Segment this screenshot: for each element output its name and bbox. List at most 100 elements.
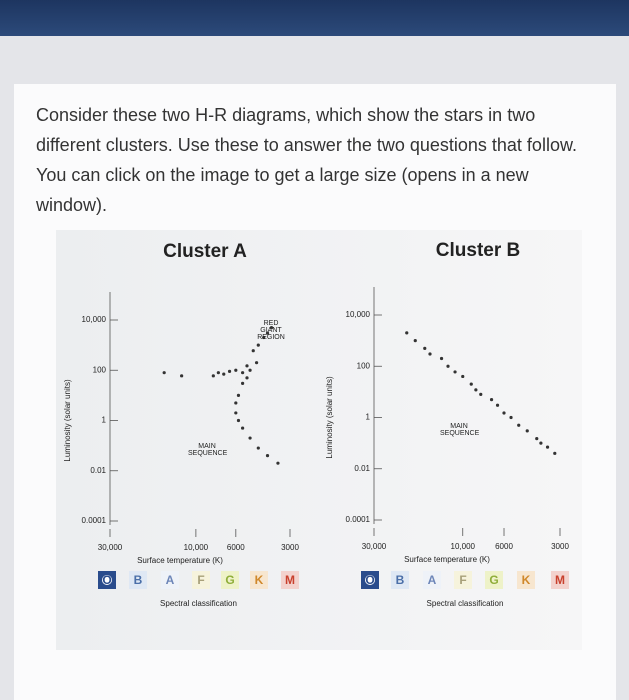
star bbox=[489, 397, 494, 402]
star bbox=[256, 343, 260, 347]
spectral-class: F bbox=[197, 573, 204, 587]
x-tick-label: 10,000 bbox=[451, 542, 476, 551]
spectral-class: M bbox=[555, 573, 565, 587]
star bbox=[265, 331, 270, 335]
spectral-box bbox=[221, 571, 239, 589]
star bbox=[539, 441, 543, 445]
star bbox=[269, 325, 274, 330]
y-tick-label: 1 bbox=[102, 416, 107, 425]
y-axis-label: Luminosity (solar units) bbox=[63, 379, 72, 462]
spectral-class: A bbox=[428, 573, 437, 587]
star bbox=[474, 388, 478, 392]
star bbox=[234, 401, 238, 405]
y-tick-label: 1 bbox=[366, 413, 371, 422]
y-tick-label: 0.0001 bbox=[82, 516, 107, 525]
star bbox=[245, 376, 249, 380]
spectral-box bbox=[551, 571, 569, 589]
chart-title: Cluster A bbox=[163, 241, 247, 262]
spectral-dot bbox=[365, 575, 375, 585]
star bbox=[227, 369, 232, 373]
star bbox=[495, 403, 500, 407]
star bbox=[428, 352, 432, 356]
star bbox=[251, 349, 255, 353]
spectral-class: B bbox=[396, 573, 405, 587]
star bbox=[276, 461, 280, 465]
star bbox=[265, 454, 270, 458]
spectral-box bbox=[391, 571, 409, 589]
spectral-class: K bbox=[255, 573, 264, 587]
star bbox=[535, 437, 539, 441]
x-tick-label: 3000 bbox=[281, 543, 299, 552]
star bbox=[479, 392, 483, 396]
star bbox=[236, 418, 241, 423]
star bbox=[248, 436, 252, 440]
star bbox=[545, 445, 550, 449]
spectral-box bbox=[129, 571, 147, 589]
spectral-box bbox=[454, 571, 472, 589]
spectral-box bbox=[423, 571, 441, 589]
x-tick-label: 6000 bbox=[495, 542, 513, 551]
star bbox=[413, 339, 417, 343]
star bbox=[236, 393, 241, 397]
y-tick-label: 10,000 bbox=[82, 315, 107, 324]
star bbox=[162, 371, 166, 375]
y-tick-label: 100 bbox=[357, 361, 371, 370]
star bbox=[469, 382, 473, 386]
annotation: MAIN SEQUENCE bbox=[440, 423, 480, 437]
star bbox=[525, 429, 529, 433]
y-tick-label: 0.01 bbox=[354, 464, 370, 473]
y-axis-label: Luminosity (solar units) bbox=[325, 376, 334, 459]
star bbox=[439, 356, 444, 361]
star bbox=[553, 451, 557, 455]
star bbox=[241, 371, 245, 375]
star bbox=[241, 381, 245, 385]
star bbox=[234, 368, 238, 372]
question-text: Consider these two H-R diagrams, which s… bbox=[36, 105, 577, 215]
spectral-class: M bbox=[285, 573, 295, 587]
annotation: MAIN SEQUENCE bbox=[188, 443, 228, 457]
spectral-class: O bbox=[365, 573, 374, 587]
spectral-box bbox=[192, 571, 210, 589]
star bbox=[234, 411, 238, 415]
top-bar bbox=[0, 0, 629, 36]
y-tick-label: 10,000 bbox=[346, 310, 371, 319]
spectral-box bbox=[517, 571, 535, 589]
spectral-class: K bbox=[522, 573, 531, 587]
x-axis-label: Surface temperature (K) bbox=[404, 555, 490, 564]
spectral-class: F bbox=[459, 573, 466, 587]
star bbox=[256, 446, 260, 450]
spectral-box bbox=[281, 571, 299, 589]
star bbox=[254, 361, 259, 365]
star bbox=[222, 372, 226, 376]
star bbox=[211, 374, 215, 378]
star bbox=[502, 411, 506, 415]
star bbox=[509, 415, 513, 420]
x-tick-label: 30,000 bbox=[362, 542, 387, 551]
star bbox=[180, 374, 184, 378]
y-tick-label: 0.0001 bbox=[346, 515, 371, 524]
spectral-box bbox=[161, 571, 179, 589]
spectral-label: Spectral classification bbox=[427, 599, 504, 608]
spectral-box bbox=[250, 571, 268, 589]
y-tick-label: 0.01 bbox=[90, 466, 106, 475]
star bbox=[405, 331, 409, 335]
star bbox=[262, 335, 266, 340]
star bbox=[423, 346, 427, 350]
spectral-class: A bbox=[166, 573, 175, 587]
spectral-box bbox=[485, 571, 503, 589]
spectral-class: G bbox=[489, 573, 498, 587]
star bbox=[461, 374, 465, 379]
spectral-class: O bbox=[102, 573, 111, 587]
star bbox=[245, 364, 249, 368]
x-tick-label: 6000 bbox=[227, 543, 245, 552]
y-tick-label: 100 bbox=[93, 365, 107, 374]
x-tick-label: 10,000 bbox=[184, 543, 209, 552]
star bbox=[216, 371, 220, 375]
x-tick-label: 3000 bbox=[551, 542, 569, 551]
star bbox=[453, 370, 457, 374]
star bbox=[446, 364, 450, 368]
star bbox=[241, 426, 245, 430]
spectral-label: Spectral classification bbox=[160, 599, 237, 608]
spectral-class: G bbox=[225, 573, 234, 587]
